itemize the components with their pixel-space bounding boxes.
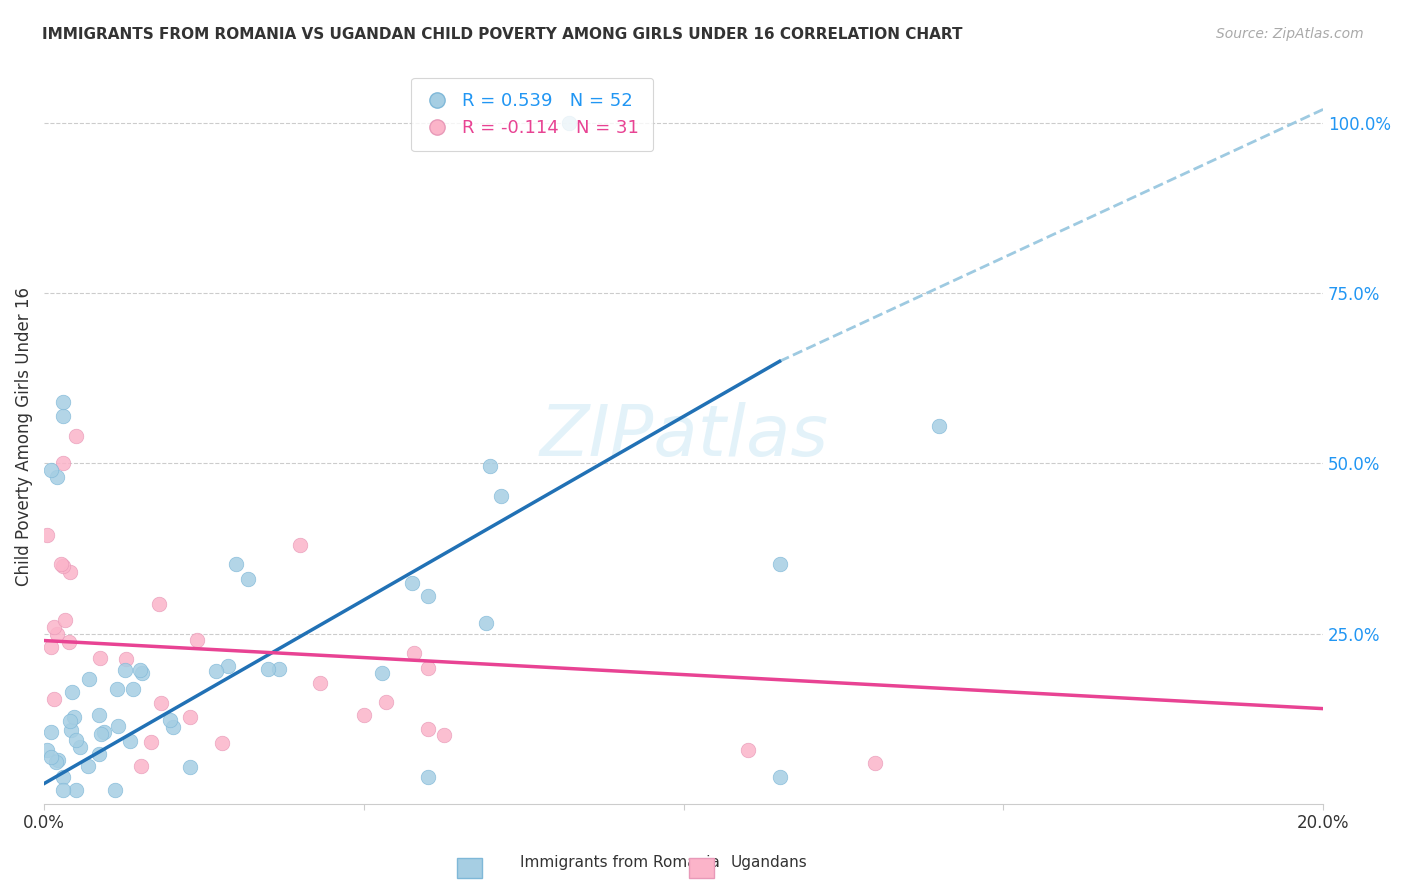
Point bbox=[58, 635, 80, 649]
Point bbox=[557, 116, 579, 130]
Point bbox=[53, 613, 76, 627]
Point bbox=[131, 759, 153, 773]
Point bbox=[46, 753, 69, 767]
Point bbox=[204, 664, 226, 678]
Point bbox=[257, 662, 280, 676]
Y-axis label: Child Poverty Among Girls Under 16: Child Poverty Among Girls Under 16 bbox=[15, 286, 32, 586]
Point bbox=[865, 756, 887, 771]
Point bbox=[768, 770, 790, 784]
Point bbox=[139, 735, 162, 749]
Point bbox=[353, 708, 375, 723]
Point bbox=[478, 458, 501, 473]
Point bbox=[107, 719, 129, 733]
Point bbox=[62, 709, 84, 723]
Point bbox=[179, 710, 201, 724]
Point bbox=[737, 742, 759, 756]
Point bbox=[928, 419, 950, 434]
Point bbox=[37, 528, 59, 542]
Point bbox=[45, 470, 67, 484]
Point bbox=[52, 783, 75, 797]
Point bbox=[475, 615, 498, 630]
Point bbox=[52, 457, 75, 471]
Text: Source: ZipAtlas.com: Source: ZipAtlas.com bbox=[1216, 27, 1364, 41]
Point bbox=[159, 713, 181, 727]
Point bbox=[375, 695, 398, 709]
Point bbox=[371, 666, 394, 681]
Point bbox=[76, 759, 98, 773]
Point bbox=[90, 727, 112, 741]
Point bbox=[120, 734, 142, 748]
Point bbox=[59, 566, 82, 580]
Point bbox=[114, 663, 136, 677]
Point bbox=[52, 770, 75, 784]
Point bbox=[121, 682, 143, 697]
Point bbox=[416, 770, 439, 784]
Point bbox=[89, 708, 111, 723]
Point bbox=[45, 626, 67, 640]
Point bbox=[186, 632, 208, 647]
Point bbox=[288, 538, 311, 552]
Point bbox=[269, 662, 291, 676]
Point bbox=[89, 747, 111, 761]
Point bbox=[39, 463, 62, 477]
Point bbox=[404, 646, 426, 660]
Point bbox=[60, 685, 83, 699]
Point bbox=[105, 681, 128, 696]
Point bbox=[39, 640, 62, 655]
Point bbox=[150, 696, 173, 710]
Point bbox=[39, 725, 62, 739]
Point bbox=[129, 663, 152, 677]
Point bbox=[104, 783, 127, 797]
Point bbox=[148, 597, 170, 611]
Point bbox=[65, 783, 87, 797]
Point bbox=[115, 651, 138, 665]
Point bbox=[217, 658, 239, 673]
Point bbox=[52, 409, 75, 423]
Point bbox=[52, 558, 75, 573]
Point bbox=[45, 756, 67, 770]
Point bbox=[65, 429, 87, 443]
Text: IMMIGRANTS FROM ROMANIA VS UGANDAN CHILD POVERTY AMONG GIRLS UNDER 16 CORRELATIO: IMMIGRANTS FROM ROMANIA VS UGANDAN CHILD… bbox=[42, 27, 963, 42]
Point bbox=[416, 722, 439, 736]
Point bbox=[768, 557, 790, 571]
Legend: R = 0.539   N = 52, R = -0.114   N = 31: R = 0.539 N = 52, R = -0.114 N = 31 bbox=[412, 78, 654, 152]
Text: Immigrants from Romania: Immigrants from Romania bbox=[520, 855, 720, 870]
Point bbox=[41, 750, 63, 764]
Point bbox=[401, 575, 423, 590]
Point bbox=[37, 742, 59, 756]
Point bbox=[238, 572, 260, 586]
Point bbox=[42, 620, 65, 634]
Point bbox=[131, 665, 153, 680]
Point bbox=[308, 676, 330, 690]
Point bbox=[49, 557, 72, 571]
Point bbox=[162, 720, 184, 734]
Point bbox=[489, 489, 512, 503]
Text: ZIPatlas: ZIPatlas bbox=[538, 401, 828, 471]
Point bbox=[433, 728, 456, 742]
Point bbox=[69, 740, 91, 755]
Point bbox=[59, 723, 82, 737]
Point bbox=[59, 714, 82, 729]
Point bbox=[77, 672, 100, 686]
Point bbox=[65, 733, 87, 747]
Point bbox=[211, 736, 233, 750]
Point bbox=[42, 692, 65, 706]
Point bbox=[93, 725, 115, 739]
Point bbox=[179, 760, 201, 774]
Point bbox=[416, 661, 439, 675]
Text: Ugandans: Ugandans bbox=[731, 855, 808, 870]
Point bbox=[416, 589, 439, 603]
Point bbox=[89, 651, 111, 665]
Point bbox=[225, 557, 247, 571]
Point bbox=[52, 395, 75, 409]
